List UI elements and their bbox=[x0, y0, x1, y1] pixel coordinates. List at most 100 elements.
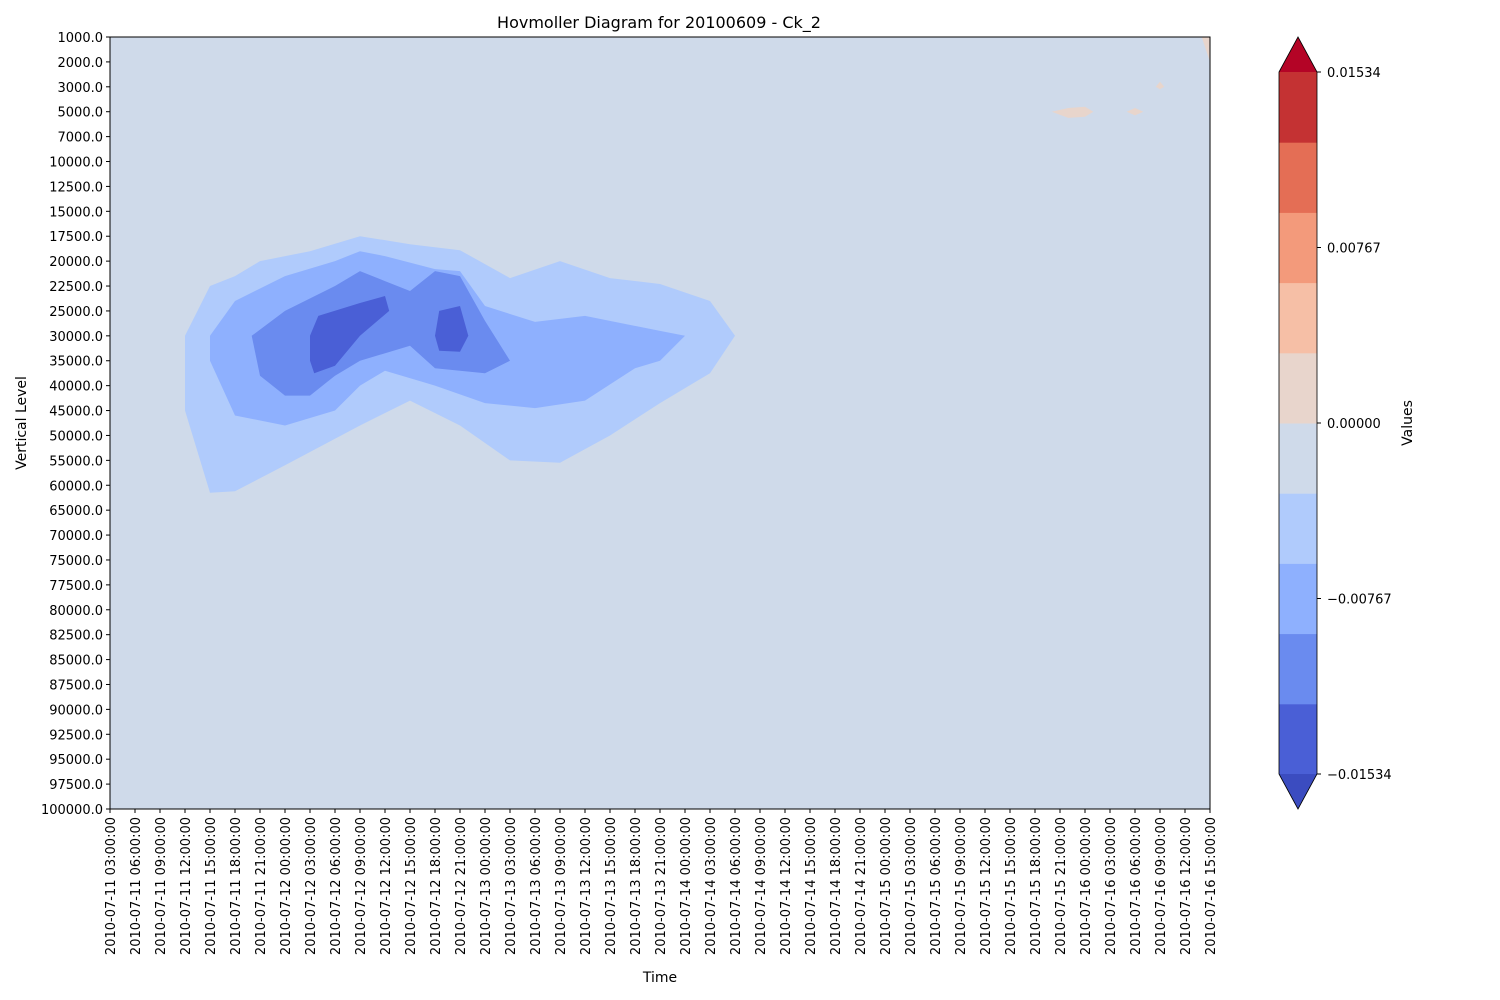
contour-region-7 bbox=[1155, 81, 1165, 90]
colorbar-tick-label: −0.00767 bbox=[1327, 593, 1392, 608]
x-tick-label: 2010-07-12 12:00:00 bbox=[379, 817, 394, 955]
y-tick-label: 12500.0 bbox=[49, 180, 103, 195]
colorbar-segment bbox=[1279, 633, 1317, 705]
x-tick-label: 2010-07-11 21:00:00 bbox=[254, 817, 269, 955]
x-tick-label: 2010-07-12 00:00:00 bbox=[279, 817, 294, 955]
x-tick-label: 2010-07-14 21:00:00 bbox=[854, 817, 869, 955]
y-tick-label: 30000.0 bbox=[49, 330, 103, 345]
x-tick-label: 2010-07-15 00:00:00 bbox=[879, 817, 894, 955]
y-tick-label: 1000.0 bbox=[58, 31, 104, 46]
x-tick-label: 2010-07-12 18:00:00 bbox=[429, 817, 444, 955]
contour-region-4 bbox=[435, 306, 469, 352]
x-axis: 2010-07-11 03:00:00 2010-07-11 06:00:00 20… bbox=[104, 809, 1219, 955]
colorbar-segment bbox=[1279, 282, 1317, 354]
colorbar-segment bbox=[1279, 703, 1317, 775]
colorbar-tick-label: 0.01534 bbox=[1327, 66, 1381, 81]
colorbar-tick-label: 0.00000 bbox=[1327, 417, 1381, 432]
x-tick-label: 2010-07-13 18:00:00 bbox=[629, 817, 644, 955]
x-tick-label: 2010-07-16 06:00:00 bbox=[1129, 817, 1144, 955]
x-tick-label: 2010-07-13 21:00:00 bbox=[654, 817, 669, 955]
y-tick-label: 60000.0 bbox=[49, 479, 103, 494]
y-tick-label: 55000.0 bbox=[49, 454, 103, 469]
colorbar-segment bbox=[1279, 423, 1317, 494]
x-tick-label: 2010-07-13 12:00:00 bbox=[579, 817, 594, 955]
x-tick-label: 2010-07-11 18:00:00 bbox=[229, 817, 244, 955]
x-tick-label: 2010-07-12 03:00:00 bbox=[304, 817, 319, 955]
colorbar-segment bbox=[1279, 212, 1317, 284]
x-tick-label: 2010-07-11 15:00:00 bbox=[204, 817, 219, 955]
x-tick-label: 2010-07-13 15:00:00 bbox=[604, 817, 619, 955]
y-tick-label: 87500.0 bbox=[49, 678, 103, 693]
x-tick-label: 2010-07-14 03:00:00 bbox=[704, 817, 719, 955]
x-tick-label: 2010-07-14 18:00:00 bbox=[829, 817, 844, 955]
y-tick-label: 100000.0 bbox=[41, 803, 103, 818]
contour-regions bbox=[185, 37, 1210, 493]
x-tick-label: 2010-07-12 09:00:00 bbox=[354, 817, 369, 955]
x-tick-label: 2010-07-13 00:00:00 bbox=[479, 817, 494, 955]
x-tick-label: 2010-07-11 12:00:00 bbox=[179, 817, 194, 955]
colorbar-segment bbox=[1279, 72, 1317, 143]
contour-region-3 bbox=[310, 296, 390, 374]
colorbar-segment bbox=[1279, 493, 1317, 564]
colorbar-tick-label: 0.00767 bbox=[1327, 242, 1381, 257]
colorbar: 0.01534 0.00767 0.00000 −0.00767 −0.01534 bbox=[1278, 36, 1392, 810]
x-tick-label: 2010-07-15 21:00:00 bbox=[1054, 817, 1069, 955]
colorbar-segment bbox=[1279, 142, 1317, 213]
x-tick-label: 2010-07-14 09:00:00 bbox=[754, 817, 769, 955]
x-tick-label: 2010-07-14 00:00:00 bbox=[679, 817, 694, 955]
y-tick-label: 90000.0 bbox=[49, 703, 103, 718]
x-tick-label: 2010-07-14 12:00:00 bbox=[779, 817, 794, 955]
contour-region-5 bbox=[1051, 106, 1094, 118]
y-tick-label: 10000.0 bbox=[49, 156, 103, 171]
y-tick-label: 77500.0 bbox=[49, 579, 103, 594]
y-axis-label: Vertical Level bbox=[14, 376, 30, 470]
contour-region-8 bbox=[1201, 37, 1210, 62]
x-tick-label: 2010-07-15 18:00:00 bbox=[1029, 817, 1044, 955]
x-tick-label: 2010-07-14 15:00:00 bbox=[804, 817, 819, 955]
colorbar-segment bbox=[1279, 352, 1317, 424]
x-tick-label: 2010-07-13 09:00:00 bbox=[554, 817, 569, 955]
y-tick-label: 2000.0 bbox=[58, 56, 104, 71]
y-tick-label: 50000.0 bbox=[49, 429, 103, 444]
x-tick-label: 2010-07-15 09:00:00 bbox=[954, 817, 969, 955]
y-tick-label: 40000.0 bbox=[49, 380, 103, 395]
y-tick-label: 92500.0 bbox=[49, 728, 103, 743]
y-tick-label: 85000.0 bbox=[49, 654, 103, 669]
colorbar-extend-min bbox=[1279, 774, 1317, 809]
x-tick-label: 2010-07-15 15:00:00 bbox=[1004, 817, 1019, 955]
y-tick-label: 20000.0 bbox=[49, 255, 103, 270]
plot-area bbox=[109, 36, 1211, 810]
x-tick-label: 2010-07-12 15:00:00 bbox=[404, 817, 419, 955]
y-tick-label: 82500.0 bbox=[49, 629, 103, 644]
y-tick-label: 3000.0 bbox=[58, 81, 104, 96]
y-tick-label: 22500.0 bbox=[49, 280, 103, 295]
x-tick-label: 2010-07-16 09:00:00 bbox=[1154, 817, 1169, 955]
y-tick-label: 75000.0 bbox=[49, 554, 103, 569]
y-tick-label: 97500.0 bbox=[49, 778, 103, 793]
x-tick-label: 2010-07-16 12:00:00 bbox=[1179, 817, 1194, 955]
x-tick-label: 2010-07-15 03:00:00 bbox=[904, 817, 919, 955]
colorbar-segment bbox=[1279, 563, 1317, 635]
x-tick-label: 2010-07-11 03:00:00 bbox=[104, 817, 119, 955]
y-tick-label: 95000.0 bbox=[49, 753, 103, 768]
y-axis: 1000.0 2000.0 3000.0 5000.0 7000.0 10000.0 125… bbox=[41, 31, 110, 818]
x-tick-label: 2010-07-14 06:00:00 bbox=[729, 817, 744, 955]
y-tick-label: 45000.0 bbox=[49, 405, 103, 420]
colorbar-extend-max bbox=[1279, 37, 1317, 72]
y-tick-label: 35000.0 bbox=[49, 355, 103, 370]
x-tick-label: 2010-07-11 06:00:00 bbox=[129, 817, 144, 955]
x-tick-label: 2010-07-15 06:00:00 bbox=[929, 817, 944, 955]
colorbar-tick-label: −0.01534 bbox=[1327, 768, 1392, 783]
y-tick-label: 15000.0 bbox=[49, 205, 103, 220]
y-tick-label: 65000.0 bbox=[49, 504, 103, 519]
y-tick-label: 70000.0 bbox=[49, 529, 103, 544]
y-tick-label: 80000.0 bbox=[49, 604, 103, 619]
x-tick-label: 2010-07-16 15:00:00 bbox=[1204, 817, 1219, 955]
y-tick-label: 17500.0 bbox=[49, 230, 103, 245]
contour-region-6 bbox=[1126, 108, 1144, 116]
x-tick-label: 2010-07-16 00:00:00 bbox=[1079, 817, 1094, 955]
y-tick-label: 7000.0 bbox=[58, 131, 104, 146]
x-tick-label: 2010-07-16 03:00:00 bbox=[1104, 817, 1119, 955]
x-tick-label: 2010-07-11 09:00:00 bbox=[154, 817, 169, 955]
